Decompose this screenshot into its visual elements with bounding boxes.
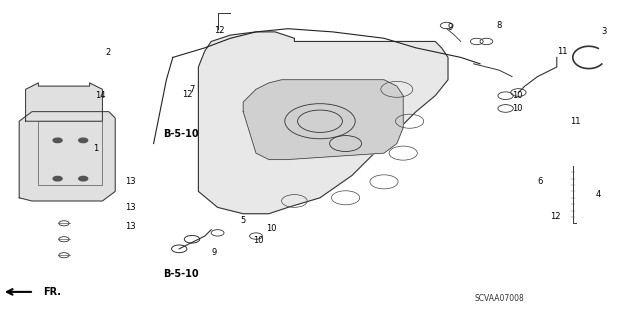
Text: 13: 13	[125, 222, 136, 231]
Text: 14: 14	[95, 91, 105, 100]
Text: 11: 11	[570, 117, 580, 126]
Text: 8: 8	[496, 21, 501, 30]
Text: B-5-10: B-5-10	[163, 269, 199, 279]
Text: 9: 9	[211, 248, 216, 256]
Text: 4: 4	[595, 190, 600, 199]
Text: 10: 10	[512, 91, 522, 100]
Polygon shape	[19, 112, 115, 201]
Text: 3: 3	[602, 27, 607, 36]
Bar	[38, 121, 102, 185]
Text: 10: 10	[253, 236, 263, 245]
Circle shape	[79, 176, 88, 181]
Polygon shape	[243, 80, 403, 160]
Text: 6: 6	[538, 177, 543, 186]
Text: 10: 10	[266, 224, 276, 233]
Polygon shape	[26, 83, 102, 121]
Text: 7: 7	[189, 85, 194, 94]
Text: 13: 13	[125, 177, 136, 186]
Text: B-5-10: B-5-10	[163, 129, 199, 139]
Text: 12: 12	[214, 26, 225, 35]
Text: 9: 9	[448, 23, 453, 32]
Text: 2: 2	[106, 48, 111, 57]
Text: 5: 5	[240, 216, 245, 225]
Text: 1: 1	[93, 144, 98, 153]
Polygon shape	[198, 32, 448, 214]
Text: 12: 12	[550, 212, 561, 221]
Circle shape	[79, 138, 88, 143]
Text: 13: 13	[125, 203, 136, 212]
Circle shape	[53, 176, 62, 181]
Text: 12: 12	[182, 90, 193, 99]
Circle shape	[53, 138, 62, 143]
Text: SCVAA07008: SCVAA07008	[474, 294, 524, 303]
Text: 10: 10	[512, 104, 522, 113]
Text: 11: 11	[557, 47, 567, 56]
Text: FR.: FR.	[44, 287, 61, 297]
